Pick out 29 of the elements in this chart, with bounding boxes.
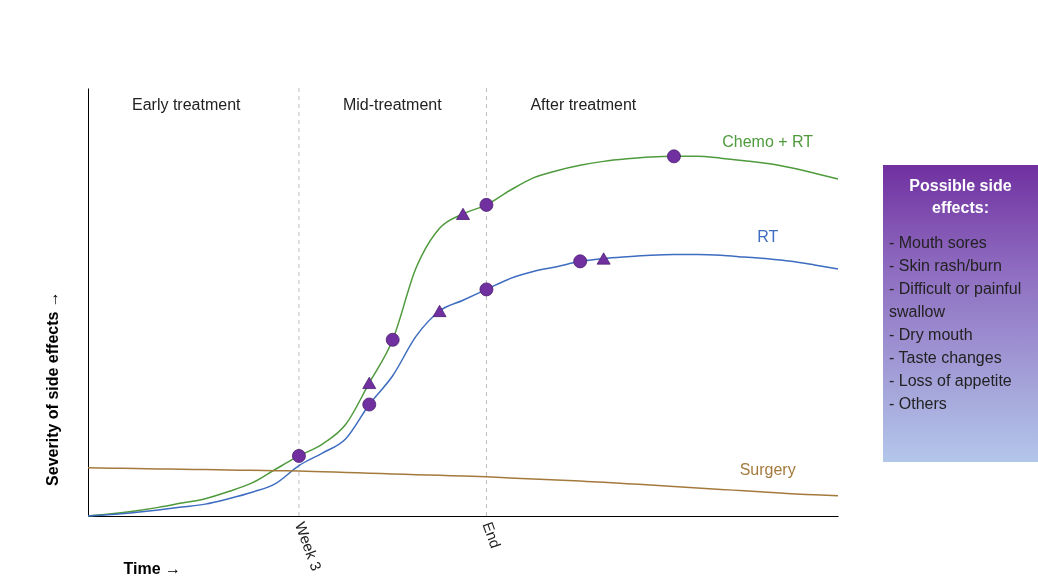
point	[385, 332, 400, 347]
text: Early treatment	[132, 96, 242, 114]
text: - Taste changes	[889, 348, 1003, 368]
point	[596, 252, 611, 265]
x-tick-label: End	[479, 519, 505, 551]
point	[362, 397, 377, 412]
x-axis-title: Time →	[123, 559, 181, 577]
series-label: RT	[757, 227, 779, 245]
point	[362, 376, 377, 389]
text: - Dry mouth	[889, 325, 974, 345]
point	[667, 149, 681, 164]
point	[573, 254, 588, 269]
point	[456, 207, 470, 220]
text: - Mouth sores	[889, 233, 988, 253]
point	[292, 449, 306, 463]
y-axis-title: Severity of side effects →	[43, 291, 61, 486]
point	[479, 197, 494, 212]
series-label: Surgery	[739, 461, 796, 479]
text: Possible side effects:	[908, 176, 1013, 218]
point	[432, 304, 447, 318]
text: - Others	[889, 394, 948, 414]
text: - Difficult or painful swallow	[889, 279, 1023, 322]
text: - Loss of appetite	[889, 371, 1013, 391]
x-tick-label: Week 3	[291, 519, 326, 573]
text: - Skin rash/burn	[889, 256, 1003, 276]
text: After treatment	[530, 96, 637, 114]
text: Mid-treatment	[342, 96, 443, 114]
point	[479, 282, 494, 297]
series-label: Chemo + RT	[722, 132, 814, 150]
